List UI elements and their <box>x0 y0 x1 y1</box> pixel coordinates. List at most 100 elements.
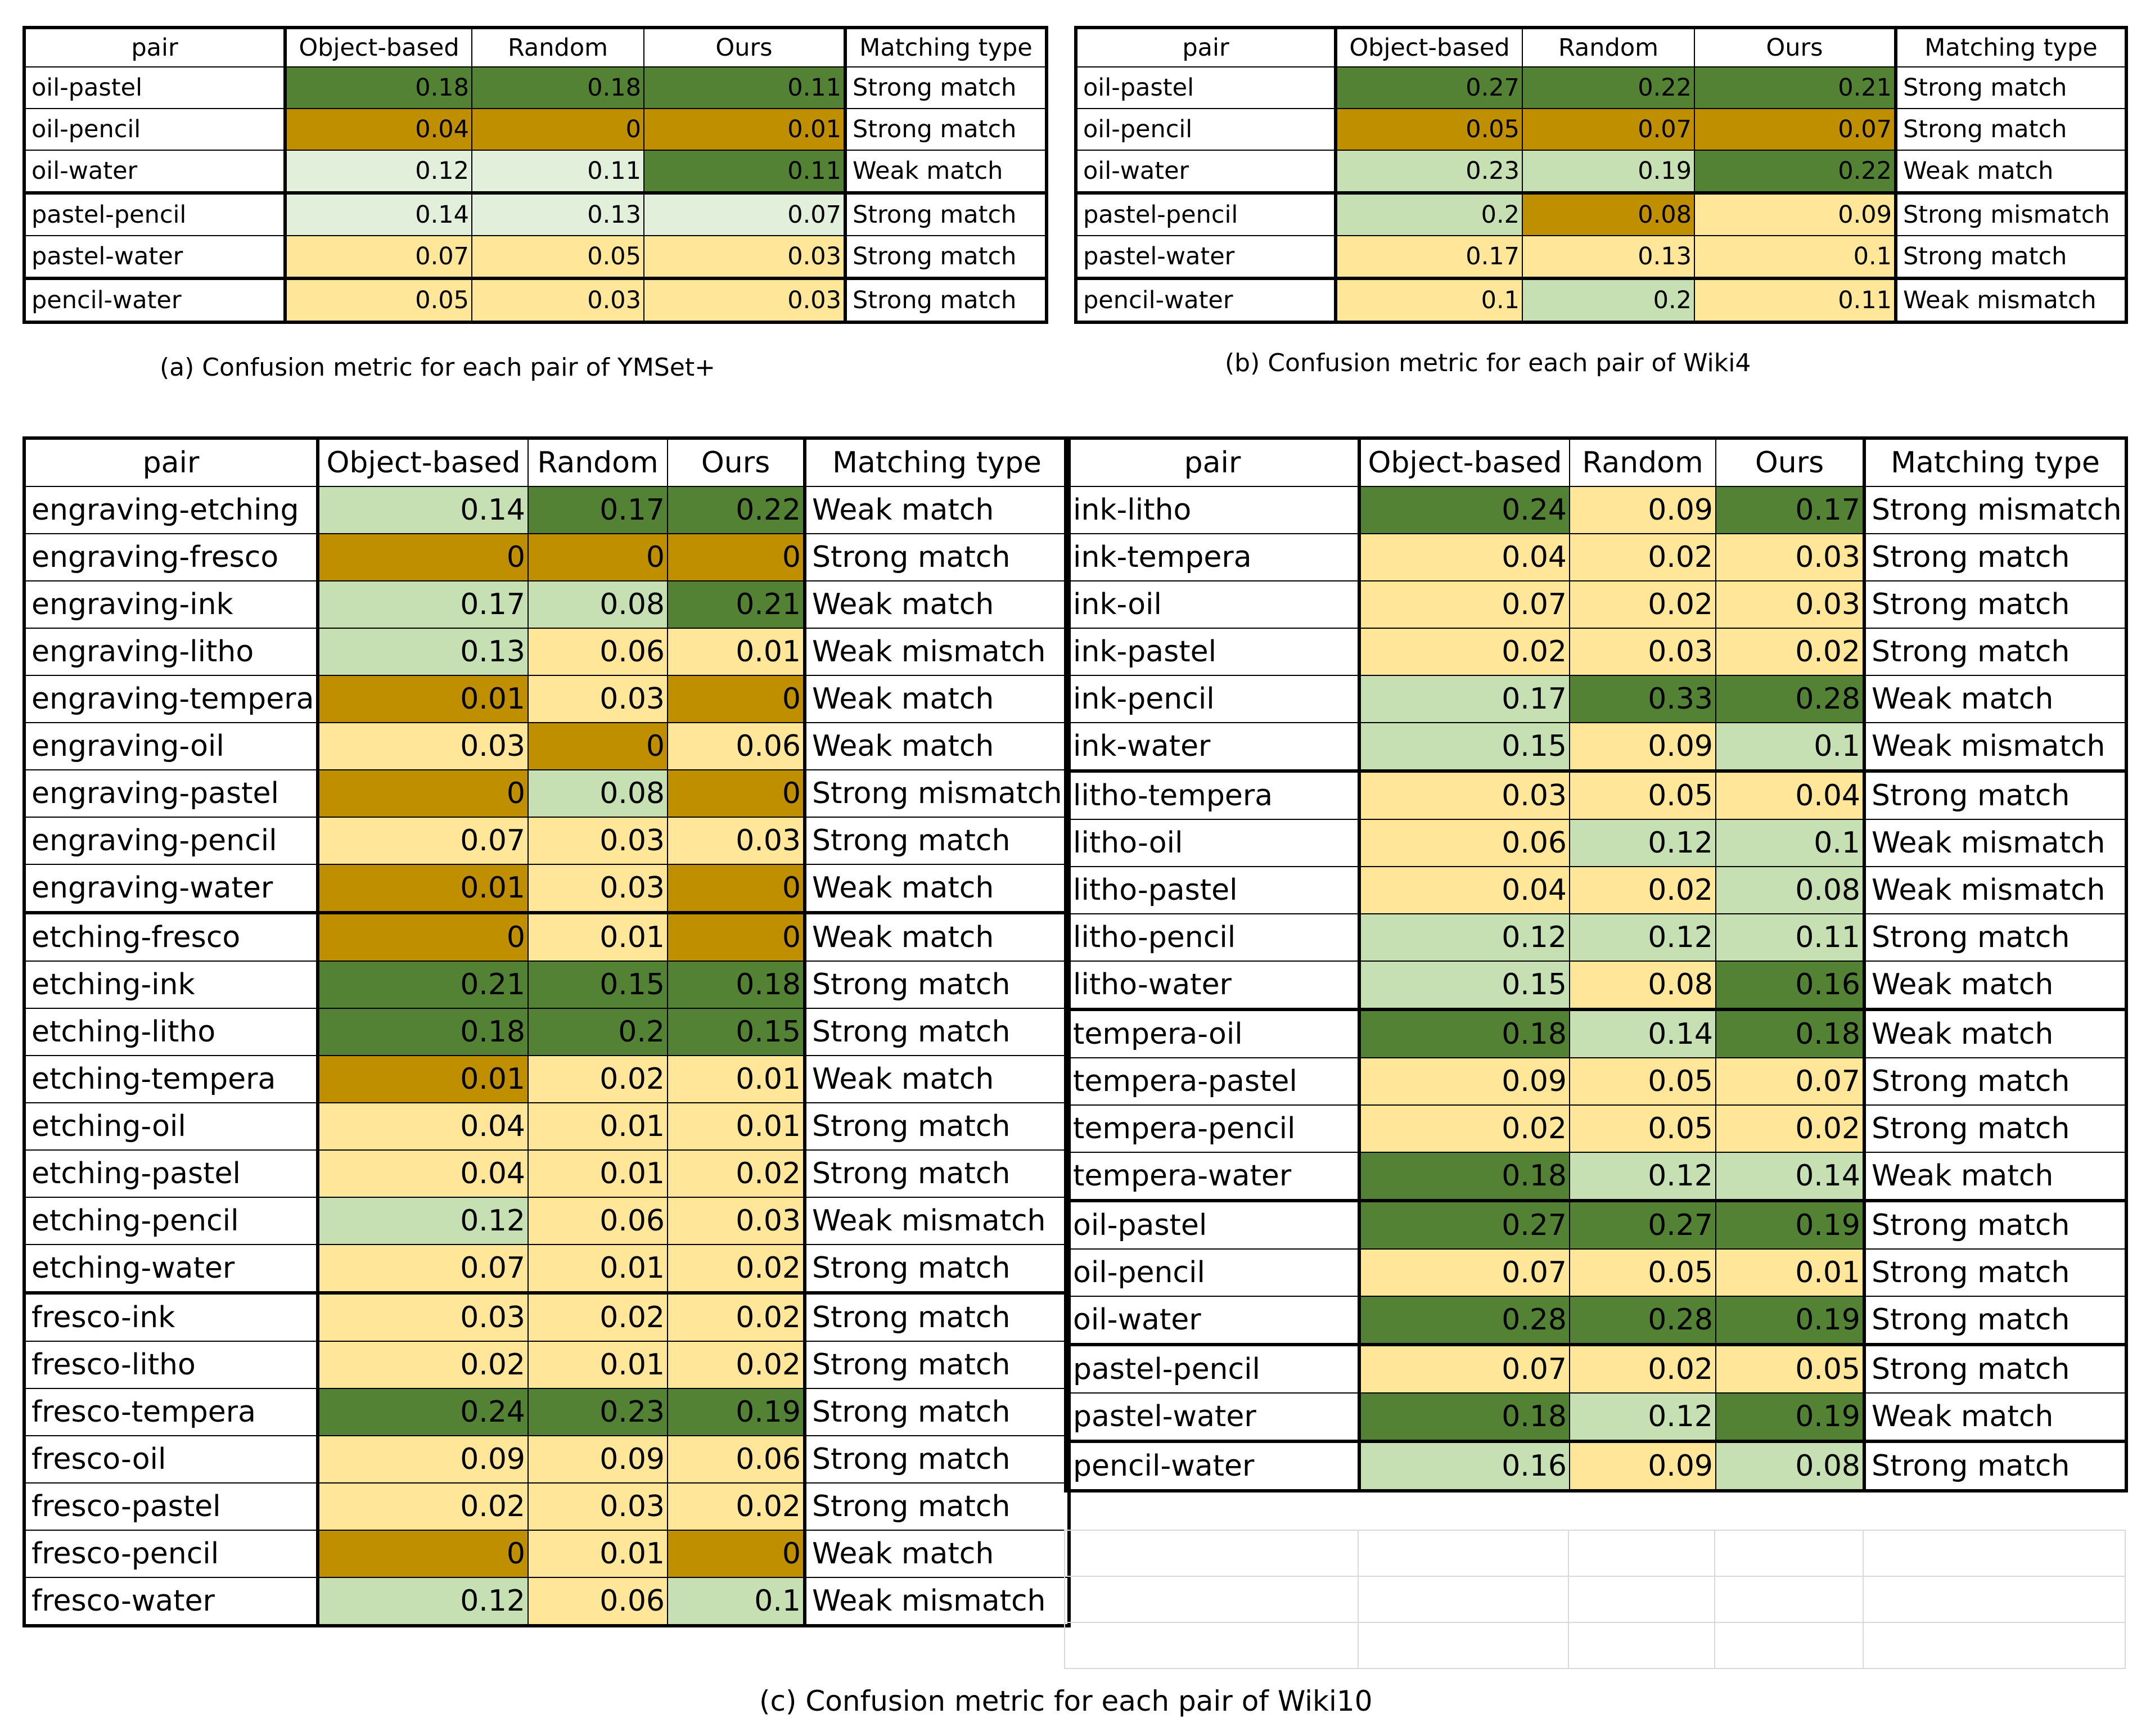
cell-random: 0.14 <box>1569 1008 1716 1058</box>
cell-random: 0.09 <box>1569 486 1716 534</box>
cell-matching-type: Strong match <box>844 66 1047 109</box>
cell-object-based: 0.07 <box>316 1244 529 1293</box>
cell-pair: fresco-water <box>24 1577 318 1626</box>
table-row: fresco-water 0.12 0.06 0.1 Weak mismatch <box>24 1577 1070 1626</box>
cell-pair: engraving-oil <box>24 722 318 770</box>
cell-ours: 0.14 <box>1715 1152 1865 1201</box>
table-row: pastel-water 0.17 0.13 0.1 Strong match <box>1075 235 2127 279</box>
cell-matching-type: Weak match <box>803 1530 1070 1578</box>
cell-object-based: 0 <box>316 533 529 581</box>
cell-pair: etching-litho <box>24 1008 318 1056</box>
cell-matching-type: Strong mismatch <box>803 769 1070 818</box>
cell-pair: pencil-water <box>1075 277 1336 323</box>
cell-random: 0.08 <box>528 769 668 818</box>
cell-object-based: 0.15 <box>1358 722 1570 772</box>
cell-random: 0.12 <box>1569 819 1716 867</box>
cell-random: 0.2 <box>1522 277 1695 323</box>
table-row: engraving-oil 0.03 0 0.06 Weak match <box>24 722 1070 770</box>
cell-object-based: 0.02 <box>316 1341 529 1389</box>
cell-ours: 0.22 <box>1694 150 1896 193</box>
cell-pair: oil-water <box>1065 1296 1360 1345</box>
cell-ours: 0.09 <box>1694 191 1896 236</box>
table-row: litho-oil 0.06 0.12 0.1 Weak mismatch <box>1065 819 2127 867</box>
table-row: etching-pastel 0.04 0.01 0.02 Strong match <box>24 1149 1070 1198</box>
cell-pair: oil-pencil <box>1075 108 1336 151</box>
cell-random: 0 <box>471 108 644 151</box>
table-row: engraving-pencil 0.07 0.03 0.03 Strong match <box>24 817 1070 865</box>
cell-ours: 0.19 <box>667 1388 805 1436</box>
cell-ours: 0.11 <box>643 66 846 109</box>
cell-random: 0.01 <box>528 911 668 962</box>
cell-pair: oil-pencil <box>24 108 286 151</box>
header-random: Random <box>1569 438 1716 487</box>
cell-object-based: 0.24 <box>1358 486 1570 534</box>
cell-ours: 0.02 <box>667 1341 805 1389</box>
cell-object-based: 0.12 <box>316 1197 529 1245</box>
cell-object-based: 0.14 <box>316 486 529 534</box>
cell-pair: engraving-ink <box>24 580 318 629</box>
table-row: engraving-water 0.01 0.03 0 Weak match <box>24 864 1070 913</box>
cell-ours: 0.17 <box>1715 486 1865 534</box>
table-row: fresco-litho 0.02 0.01 0.02 Strong match <box>24 1341 1070 1389</box>
header-pair: pair <box>24 27 286 67</box>
cell-random: 0.08 <box>1522 191 1695 236</box>
cell-ours: 0.21 <box>1694 66 1896 109</box>
table-row: fresco-oil 0.09 0.09 0.06 Strong match <box>24 1435 1070 1484</box>
cell-ours: 0.07 <box>643 191 846 236</box>
cell-pair: pencil-water <box>1065 1440 1360 1491</box>
cell-object-based: 0.12 <box>1358 913 1570 962</box>
cell-matching-type: Weak match <box>803 580 1070 629</box>
cell-object-based: 0.2 <box>1334 191 1523 236</box>
cell-matching-type: Strong match <box>1863 769 2127 820</box>
table-row: fresco-tempera 0.24 0.23 0.19 Strong match <box>24 1388 1070 1436</box>
cell-pair: litho-tempera <box>1065 769 1360 820</box>
table-row: etching-litho 0.18 0.2 0.15 Strong match <box>24 1008 1070 1056</box>
cell-ours: 0.03 <box>1715 580 1865 629</box>
cell-pair: oil-pastel <box>24 66 286 109</box>
cell-random: 0.2 <box>528 1008 668 1056</box>
cell-object-based: 0.18 <box>1358 1008 1570 1058</box>
table-row: pastel-water 0.18 0.12 0.19 Weak match <box>1065 1392 2127 1442</box>
cell-pair: litho-oil <box>1065 819 1360 867</box>
table-row: litho-pencil 0.12 0.12 0.11 Strong match <box>1065 913 2127 962</box>
table-row: ink-litho 0.24 0.09 0.17 Strong mismatch <box>1065 486 2127 534</box>
cell-matching-type: Weak match <box>1863 675 2127 723</box>
cell-object-based: 0.02 <box>1358 628 1570 676</box>
cell-matching-type: Strong match <box>1863 1343 2127 1394</box>
cell-random: 0.02 <box>1569 1343 1716 1394</box>
cell-pair: fresco-pencil <box>24 1530 318 1578</box>
cell-matching-type: Strong match <box>803 1291 1070 1342</box>
cell-matching-type: Strong mismatch <box>1894 191 2127 236</box>
cell-object-based: 0.28 <box>1358 1296 1570 1345</box>
cell-random: 0.09 <box>528 1435 668 1484</box>
table-body: oil-pastel 0.18 0.18 0.11 Strong match oil-pe… <box>24 66 1047 323</box>
table-wiki10-left: pair Object-based Random Ours Matching t… <box>22 436 1071 1627</box>
cell-ours: 0.06 <box>667 722 805 770</box>
cell-matching-type: Weak match <box>803 722 1070 770</box>
cell-ours: 0.02 <box>1715 628 1865 676</box>
cell-object-based: 0.15 <box>1358 961 1570 1010</box>
table-row: tempera-pencil 0.02 0.05 0.02 Strong match <box>1065 1104 2127 1153</box>
cell-matching-type: Weak mismatch <box>1894 277 2127 323</box>
cell-matching-type: Strong match <box>1863 1104 2127 1153</box>
cell-object-based: 0.07 <box>283 235 472 279</box>
cell-ours: 0.02 <box>667 1244 805 1293</box>
cell-ours: 0.28 <box>1715 675 1865 723</box>
cell-object-based: 0.04 <box>316 1102 529 1151</box>
cell-object-based: 0.04 <box>1358 866 1570 914</box>
cell-matching-type: Weak mismatch <box>1863 722 2127 772</box>
cell-matching-type: Strong match <box>803 1149 1070 1198</box>
cell-matching-type: Weak match <box>803 1055 1070 1103</box>
table-row: litho-water 0.15 0.08 0.16 Weak match <box>1065 961 2127 1010</box>
cell-object-based: 0.03 <box>316 1291 529 1342</box>
cell-matching-type: Strong match <box>844 277 1047 323</box>
cell-object-based: 0.04 <box>283 108 472 151</box>
cell-ours: 0.02 <box>667 1482 805 1531</box>
cell-matching-type: Strong match <box>803 1341 1070 1389</box>
table-row: pastel-pencil 0.07 0.02 0.05 Strong match <box>1065 1343 2127 1394</box>
cell-random: 0.03 <box>528 817 668 865</box>
cell-ours: 0.05 <box>1715 1343 1865 1394</box>
cell-object-based: 0.07 <box>1358 580 1570 629</box>
cell-ours: 0 <box>667 1530 805 1578</box>
cell-ours: 0.03 <box>643 277 846 323</box>
